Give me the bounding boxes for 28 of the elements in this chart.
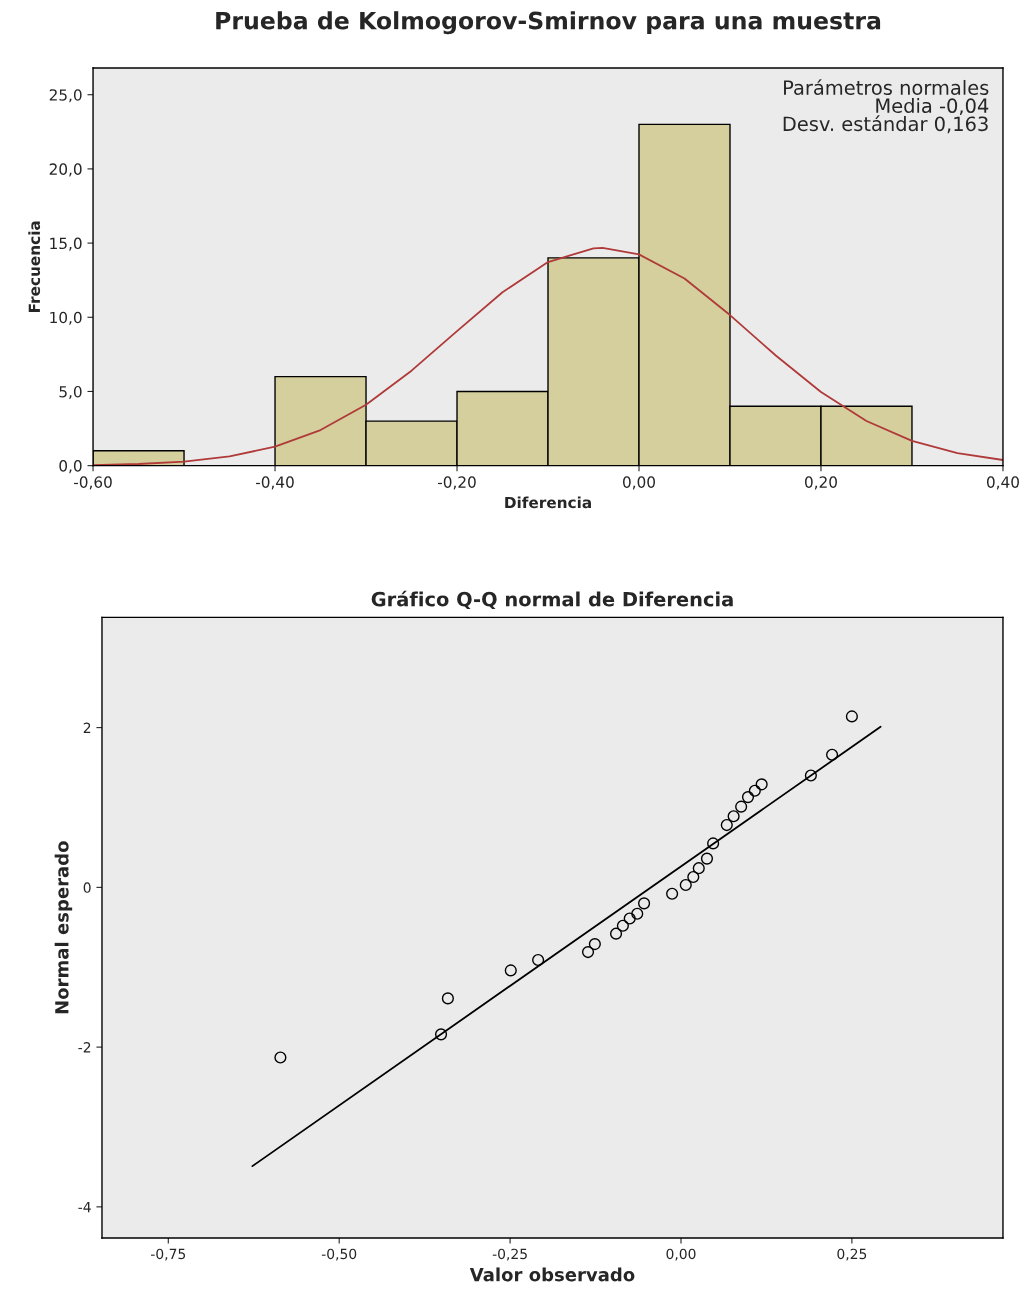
y-tick-label: 5,0	[59, 385, 82, 400]
x-tick-label: 0,25	[837, 1248, 867, 1261]
x-tick-label: -0,25	[492, 1248, 527, 1261]
x-tick-label: 0,20	[804, 476, 837, 490]
x-axis-title: Diferencia	[505, 496, 591, 509]
y-tick-label: 25,0	[49, 89, 82, 103]
y-tick-label: 15,0	[50, 237, 82, 251]
y-tick-label: -2	[78, 1042, 91, 1053]
chart-title: Prueba de Kolmogorov-Smirnov para una muestra	[216, 11, 881, 35]
y-tick-label: 0	[83, 882, 91, 893]
x-axis-title: Valor observado	[469, 1267, 635, 1282]
x-tick-label: -0,60	[74, 476, 112, 490]
x-tick-label: 0,00	[666, 1248, 696, 1261]
y-axis-title: Normal esperado	[54, 841, 73, 1014]
x-tick-label: -0,20	[438, 476, 476, 490]
annotation: Parámetros normales Media -0,04 Desv. estándar 0,163	[783, 79, 989, 134]
x-tick-label: -0,50	[321, 1248, 357, 1261]
y-axis-title: Frecuencia	[28, 221, 41, 312]
x-tick-label: 0,00	[623, 476, 655, 490]
y-tick-label: 20,0	[49, 163, 82, 177]
x-tick-label: 0,40	[986, 476, 1019, 490]
y-tick-label: 10,0	[50, 311, 82, 325]
y-tick-label: -4	[78, 1202, 91, 1213]
y-tick-label: 2	[83, 722, 91, 733]
x-tick-label: -0,40	[256, 476, 294, 490]
chart-title: Gráfico Q-Q normal de Diferencia	[371, 590, 733, 610]
x-tick-label: -0,75	[151, 1248, 186, 1261]
y-tick-label: 0,0	[59, 460, 82, 474]
